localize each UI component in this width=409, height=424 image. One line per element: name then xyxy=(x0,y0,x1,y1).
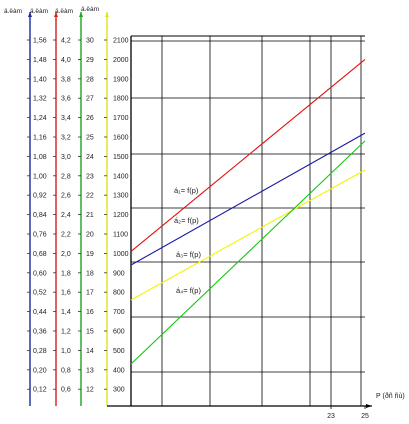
axis-4-tick-label: 800 xyxy=(113,290,125,297)
axis-1-tick-label: 1,48 xyxy=(33,57,47,64)
axis-4-tick-label: 900 xyxy=(113,270,125,277)
axis-2-tick-label: 1,6 xyxy=(61,290,71,297)
axis-1-tick-label: 1,40 xyxy=(33,76,47,83)
axis-2-tick-label: 4,0 xyxy=(61,57,71,64)
axis-3-arrow xyxy=(79,12,83,17)
axis-3-tick-label: 19 xyxy=(86,251,94,258)
axis-4-tick-label: 1100 xyxy=(113,232,128,239)
axis-1-tick-label: 1,24 xyxy=(33,115,47,122)
axis-4-tick-label: 700 xyxy=(113,309,125,316)
series-label-2: á₂= f(p) xyxy=(174,216,199,225)
axis-3-tick-label: 28 xyxy=(86,76,94,83)
axis-3-tick-label: 20 xyxy=(86,232,94,239)
axis-4-tick-label: 500 xyxy=(113,348,125,355)
axis-3-tick-label: 16 xyxy=(86,309,94,316)
axis-1-tick-label: 0,60 xyxy=(33,270,47,277)
axis-3-tick-label: 22 xyxy=(86,193,94,200)
axis-4-tick-label: 400 xyxy=(113,367,125,374)
axis-3-tick-label: 23 xyxy=(86,173,94,180)
series-label-4: á₄= f(p) xyxy=(176,286,201,295)
axis-4-tick-label: 1500 xyxy=(113,154,129,161)
axis-2-tick-label: 3,2 xyxy=(61,135,71,142)
axis-2-tick-label: 3,4 xyxy=(61,115,71,122)
axis-4-tick-label: 600 xyxy=(113,329,125,336)
axis-4-tick-label: 1800 xyxy=(113,96,129,103)
series-label-3: á₃= f(p) xyxy=(176,250,201,259)
axis-2-tick-label: 1,2 xyxy=(61,329,71,336)
series-line-4 xyxy=(130,140,366,365)
axis-1-label: ä.ëàm xyxy=(4,8,22,15)
axis-1-tick-label: 0,76 xyxy=(33,232,47,239)
axis-4-tick-label: 300 xyxy=(113,387,125,394)
axis-1-tick-label: 0,20 xyxy=(33,367,47,374)
axis-1-tick-label: 1,16 xyxy=(33,135,47,142)
axis-1-tick-label: 0,28 xyxy=(33,348,47,355)
series-line-1 xyxy=(130,58,366,252)
axis-2-tick-label: 2,4 xyxy=(61,212,71,219)
axis-3-tick-label: 15 xyxy=(86,329,94,336)
axis-2-arrow xyxy=(54,12,58,17)
axis-4-tick-label: 1200 xyxy=(113,212,129,219)
axis-3-tick-label: 29 xyxy=(86,57,94,64)
axis-3-tick-label: 26 xyxy=(86,115,94,122)
axis-4-tick-label: 1400 xyxy=(113,173,129,180)
axis-2-tick-label: 1,0 xyxy=(61,348,71,355)
axis-4-tick-label: 1700 xyxy=(113,115,129,122)
axis-3-tick-label: 13 xyxy=(86,367,94,374)
axis-2-tick-label: 2,2 xyxy=(61,232,71,239)
axis-2-tick-label: 3,0 xyxy=(61,154,71,161)
axis-2-tick-label: 1,8 xyxy=(61,270,71,277)
axis-3-tick-label: 12 xyxy=(86,387,94,394)
axis-2-tick-label: 0,8 xyxy=(61,367,71,374)
axis-2-tick-label: 4,2 xyxy=(61,38,71,45)
axis-3-tick-label: 21 xyxy=(86,212,94,219)
axis-4-tick-label: 1900 xyxy=(113,76,129,83)
axis-4-arrow xyxy=(105,12,109,17)
axis-1-tick-label: 1,08 xyxy=(33,154,47,161)
axis-2-label: ä.ëàm xyxy=(30,8,48,15)
axis-4-tick-label: 1600 xyxy=(113,135,129,142)
axis-4-tick-label: 2100 xyxy=(113,38,129,45)
series-line-2 xyxy=(130,132,366,266)
axis-2-tick-label: 3,8 xyxy=(61,76,71,83)
x-tick-label: 25 xyxy=(361,413,369,420)
axis-1-arrow xyxy=(28,12,32,17)
axis-3-tick-label: 24 xyxy=(86,154,94,161)
axis-4-tick-label: 1300 xyxy=(113,193,129,200)
axis-1-tick-label: 0,84 xyxy=(33,212,47,219)
axis-3-tick-label: 27 xyxy=(86,96,94,103)
x-axis-arrow xyxy=(366,404,372,408)
axis-2-tick-label: 0,6 xyxy=(61,387,71,394)
axis-2-tick-label: 2,8 xyxy=(61,173,71,180)
axis-2-tick-label: 3,6 xyxy=(61,96,71,103)
axis-1-tick-label: 0,36 xyxy=(33,329,47,336)
axis-2-tick-label: 2,6 xyxy=(61,193,71,200)
axis-3-label: ä.ëàm xyxy=(55,8,73,15)
axis-4-tick-label: 2000 xyxy=(113,57,129,64)
axis-1-tick-label: 1,56 xyxy=(33,38,47,45)
axis-1-tick-label: 1,00 xyxy=(33,173,47,180)
axis-3-tick-label: 18 xyxy=(86,270,94,277)
axis-3-tick-label: 14 xyxy=(86,348,94,355)
axis-2-tick-label: 1,4 xyxy=(61,309,71,316)
x-tick-label: 23 xyxy=(327,413,335,420)
axis-1-tick-label: 0,68 xyxy=(33,251,47,258)
axis-3-tick-label: 17 xyxy=(86,290,94,297)
axis-1-tick-label: 0,92 xyxy=(33,193,47,200)
axis-1-tick-label: 0,12 xyxy=(33,387,47,394)
axis-3-tick-label: 25 xyxy=(86,135,94,142)
axis-1-tick-label: 0,44 xyxy=(33,309,47,316)
series-line-3 xyxy=(130,169,366,301)
axis-1-tick-label: 1,32 xyxy=(33,96,47,103)
axis-1-tick-label: 0,52 xyxy=(33,290,47,297)
axis-4-tick-label: 1000 xyxy=(113,251,129,258)
axis-4-label: ä.ëàm xyxy=(81,6,99,13)
x-axis-label: P (ðñ ñù) xyxy=(376,392,405,400)
axis-3-tick-label: 30 xyxy=(86,38,94,45)
axis-2-tick-label: 2,0 xyxy=(61,251,71,258)
series-label-1: á₁= f(p) xyxy=(174,186,199,195)
